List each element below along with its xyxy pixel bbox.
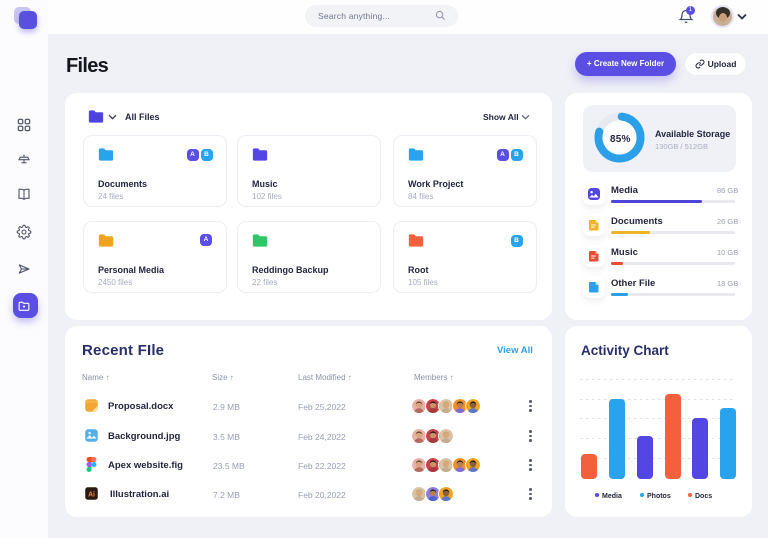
svg-text:Ai: Ai <box>88 491 95 498</box>
